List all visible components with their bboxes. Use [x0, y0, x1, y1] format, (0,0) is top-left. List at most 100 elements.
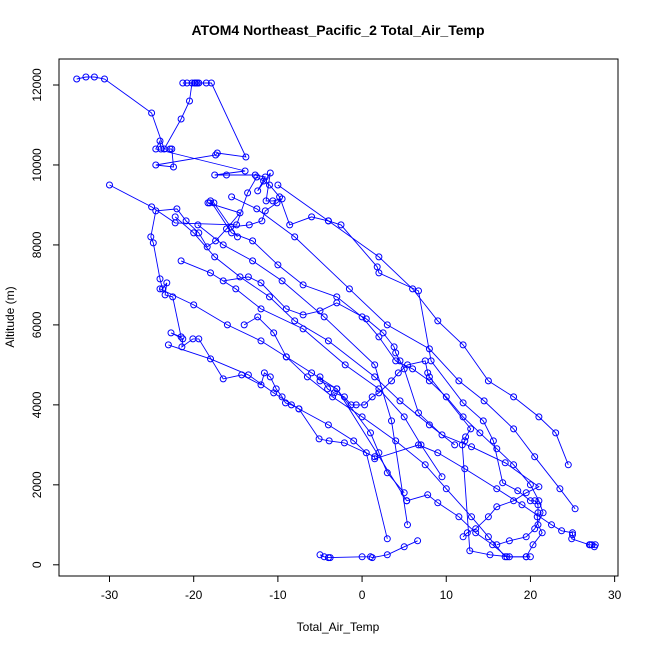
data-point: [424, 369, 432, 377]
data-point: [315, 435, 323, 443]
data-point: [299, 325, 307, 333]
data-point: [392, 437, 400, 445]
data-point: [195, 335, 203, 343]
data-point: [228, 229, 236, 237]
y-tick-label: 4000: [30, 391, 44, 418]
series-line: [210, 200, 544, 546]
data-point: [425, 373, 433, 381]
series-line: [406, 494, 531, 558]
data-point: [480, 397, 488, 405]
data-point: [163, 279, 171, 287]
data-point: [148, 109, 156, 117]
data-point: [404, 521, 411, 529]
series-14: [274, 181, 572, 469]
data-point: [484, 513, 492, 521]
series-line: [159, 288, 405, 494]
data-point: [510, 497, 518, 505]
data-point: [254, 313, 262, 321]
data-point: [266, 181, 273, 189]
data-point: [493, 445, 501, 453]
data-point: [383, 551, 391, 559]
series-line: [223, 276, 540, 538]
y-tick-label: 6000: [30, 311, 44, 338]
data-point: [324, 337, 332, 345]
series-line: [174, 216, 455, 446]
data-point: [531, 453, 539, 461]
data-point: [73, 75, 81, 83]
y-tick-label: 8000: [30, 231, 44, 258]
data-point: [325, 437, 333, 445]
data-point: [219, 241, 227, 249]
series-line: [168, 344, 388, 539]
data-point: [106, 181, 113, 189]
data-point: [361, 401, 369, 409]
data-point: [379, 329, 387, 337]
data-point: [383, 321, 391, 329]
data-point: [170, 163, 177, 171]
data-point: [535, 497, 543, 505]
data-point: [571, 505, 579, 513]
data-point: [156, 137, 164, 145]
data-point: [518, 501, 526, 509]
data-point: [459, 399, 467, 407]
data-point: [234, 233, 241, 241]
data-point: [249, 237, 257, 245]
data-point: [186, 97, 193, 105]
x-tick-label: 30: [608, 588, 622, 602]
data-point: [161, 291, 169, 299]
data-point: [462, 433, 470, 441]
data-point: [421, 357, 429, 365]
data-point: [368, 393, 376, 401]
data-point: [392, 349, 400, 357]
data-point: [468, 443, 475, 451]
data-point: [529, 541, 537, 549]
data-point: [590, 543, 598, 551]
series-line: [197, 224, 408, 525]
data-point: [392, 357, 400, 365]
y-tick-label: 0: [30, 561, 44, 568]
data-point: [82, 73, 90, 81]
data-point: [467, 425, 475, 433]
data-point: [257, 381, 265, 389]
data-point: [424, 491, 432, 499]
data-point: [303, 373, 311, 381]
data-point: [276, 193, 284, 201]
data-point: [548, 521, 555, 529]
data-point: [463, 529, 471, 537]
data-point: [148, 203, 156, 211]
data-point: [459, 341, 467, 349]
data-point: [340, 393, 348, 401]
data-point: [223, 321, 231, 329]
data-point: [340, 439, 348, 447]
data-point: [257, 305, 265, 313]
data-point: [156, 285, 164, 293]
data-point: [173, 205, 181, 213]
data-point: [242, 153, 250, 161]
data-point: [211, 171, 219, 179]
y-tick-label: 12000: [30, 68, 44, 102]
data-point: [375, 389, 383, 397]
data-point: [358, 553, 366, 561]
data-point: [101, 75, 108, 83]
data-point: [341, 361, 349, 369]
data-point: [438, 431, 446, 439]
data-point: [244, 189, 252, 197]
series-3: [219, 273, 543, 541]
data-point: [324, 421, 332, 429]
data-point: [556, 485, 564, 493]
data-point: [472, 525, 480, 533]
data-point: [534, 509, 542, 517]
data-point: [177, 333, 185, 341]
data-point: [244, 371, 252, 379]
data-point: [415, 287, 422, 295]
data-point: [417, 441, 425, 449]
data-point: [400, 413, 408, 421]
data-point: [261, 207, 269, 215]
data-point: [510, 425, 518, 433]
data-point: [505, 537, 513, 545]
data-point: [333, 293, 341, 301]
data-point: [568, 535, 576, 543]
series-layer: [73, 73, 599, 562]
data-point: [177, 257, 185, 265]
data-point: [442, 485, 450, 493]
